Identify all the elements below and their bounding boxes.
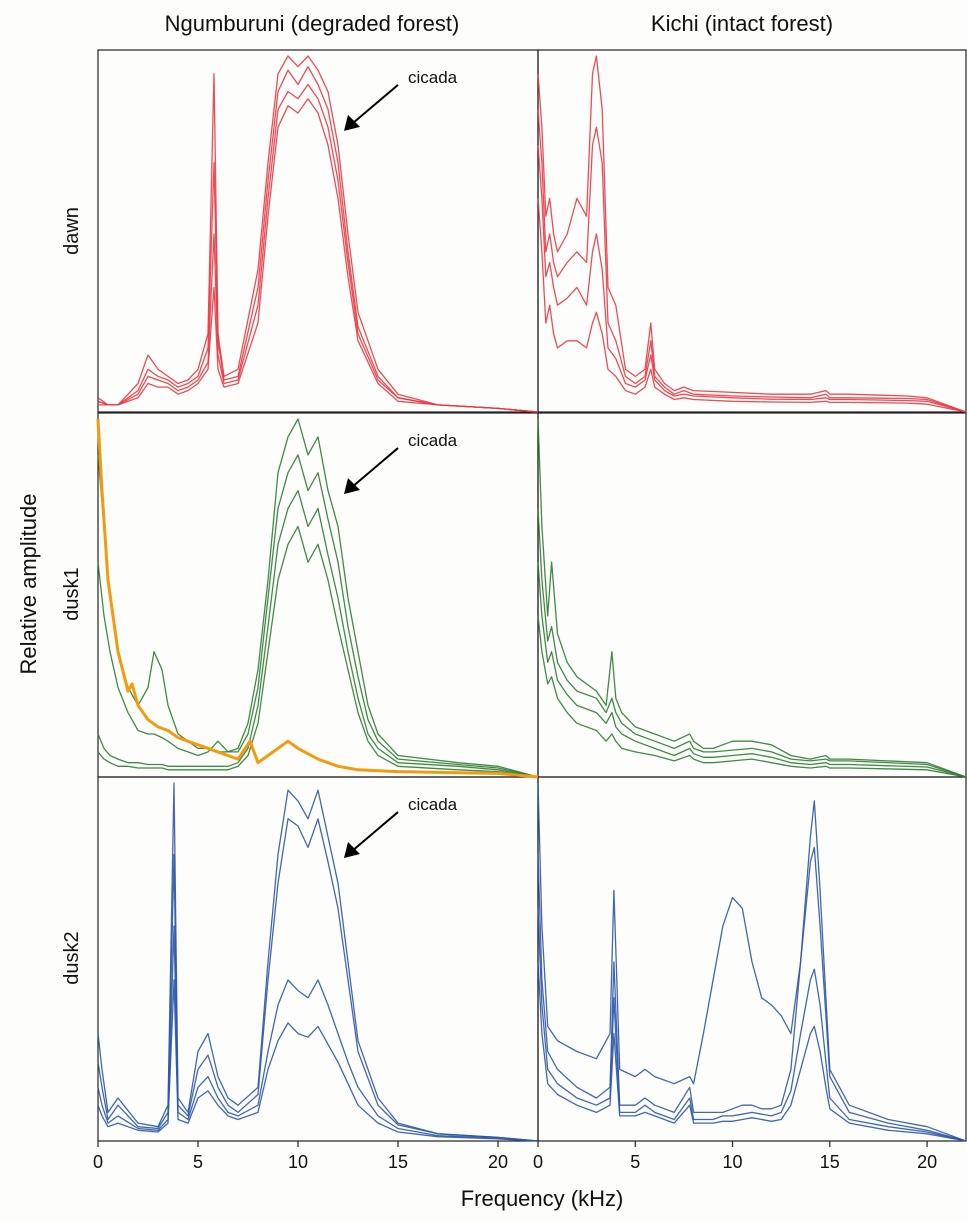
panels-layer: cicada cicada cicada 0 5 10 15 20 0 5 10 15 20 xyxy=(93,49,967,1172)
x-tick-label: 15 xyxy=(388,1152,408,1172)
annotation-arrowhead xyxy=(344,478,360,495)
highlight-series-line xyxy=(96,418,539,779)
series-line-2 xyxy=(537,109,967,413)
series-line-3 xyxy=(97,83,539,413)
y-axis-label: Relative amplitude xyxy=(16,494,41,675)
series-line-1 xyxy=(97,782,539,1142)
panel-frame xyxy=(537,49,967,413)
series-line-1 xyxy=(537,55,967,413)
column-title-left: Ngumburuni (degraded forest) xyxy=(165,11,460,36)
series-line-4 xyxy=(537,961,967,1142)
x-tick-label: 5 xyxy=(630,1152,640,1172)
x-tick-label: 20 xyxy=(488,1152,508,1172)
x-tick-label: 0 xyxy=(93,1152,103,1172)
x-tick-label: 15 xyxy=(820,1152,840,1172)
x-tick-label: 0 xyxy=(533,1152,543,1172)
series-line-1 xyxy=(537,782,967,1142)
panel-frame xyxy=(537,776,967,1142)
series-line-1 xyxy=(537,418,967,778)
panel-frame xyxy=(97,49,539,413)
panel-frame xyxy=(97,412,539,778)
series-line-3 xyxy=(97,925,539,1142)
x-tick-label: 20 xyxy=(917,1152,937,1172)
panel-frame xyxy=(537,412,967,778)
series-line-2 xyxy=(537,846,967,1142)
column-title-right: Kichi (intact forest) xyxy=(651,11,833,36)
row-label-dawn: dawn xyxy=(61,207,83,255)
x-axis-label: Frequency (kHz) xyxy=(461,1186,624,1211)
series-line-3 xyxy=(537,562,967,778)
annotation-arrow xyxy=(351,811,399,852)
row-label-dusk1: dusk1 xyxy=(61,567,83,620)
series-line-1 xyxy=(97,55,539,413)
series-line-4 xyxy=(97,525,539,778)
x-tick-label: 10 xyxy=(723,1152,743,1172)
series-line-3 xyxy=(537,144,967,413)
x-tick-label: 5 xyxy=(193,1152,203,1172)
annotation-label: cicada xyxy=(408,68,458,87)
series-line-2 xyxy=(97,66,539,413)
series-line-2 xyxy=(97,454,539,778)
series-line-4 xyxy=(537,198,967,413)
series-line-1 xyxy=(97,418,539,778)
series-line-3 xyxy=(97,489,539,778)
annotation-arrow xyxy=(351,447,399,488)
annotation-label: cicada xyxy=(408,795,458,814)
annotation-arrowhead xyxy=(344,842,360,859)
series-line-4 xyxy=(537,615,967,778)
row-label-dusk2: dusk2 xyxy=(61,931,83,984)
annotation-label: cicada xyxy=(408,431,458,450)
annotation-arrow xyxy=(351,84,399,125)
panel-frame xyxy=(97,776,539,1142)
x-tick-label: 10 xyxy=(288,1152,308,1172)
annotation-arrowhead xyxy=(344,114,360,131)
series-line-4 xyxy=(98,98,539,413)
series-line-4 xyxy=(97,979,539,1142)
series-line-2 xyxy=(537,508,967,778)
series-line-3 xyxy=(537,908,967,1142)
series-line-2 xyxy=(97,818,539,1142)
